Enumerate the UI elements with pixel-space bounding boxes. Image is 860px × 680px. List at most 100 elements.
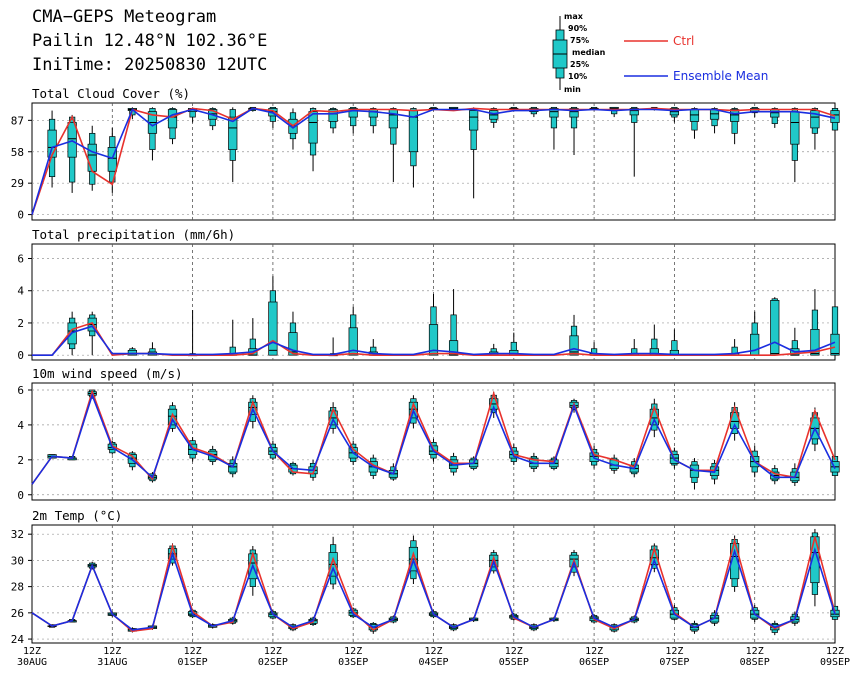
y-tick-label: 87 — [11, 114, 24, 127]
box-member — [328, 536, 338, 590]
box-member — [509, 332, 519, 356]
box-member — [770, 297, 780, 356]
legend-label-max: max — [564, 12, 583, 21]
y-tick-label: 2 — [17, 454, 24, 467]
box-member — [188, 310, 198, 357]
y-tick-label: 0 — [17, 349, 24, 362]
x-tick-hour: 12Z — [665, 646, 684, 657]
box-25-75 — [67, 122, 77, 158]
mean-series-line — [31, 107, 836, 215]
y-tick-label: 58 — [11, 146, 24, 159]
mean-series-line — [32, 325, 836, 356]
box-25-75 — [47, 129, 57, 158]
box-25-75 — [107, 147, 117, 172]
x-tick-date: 31AUG — [97, 657, 128, 668]
box-25-75 — [830, 333, 840, 356]
box-member — [87, 125, 97, 191]
box-member — [569, 106, 579, 155]
box-member — [288, 311, 298, 356]
x-tick-date: 04SEP — [418, 657, 449, 668]
y-tick-label: 0 — [17, 489, 24, 502]
legend-label-75: 75% — [570, 36, 590, 45]
y-tick-label: 6 — [17, 384, 24, 397]
box-25-75 — [308, 111, 318, 144]
x-tick-label: 12Z 08SEP — [725, 646, 785, 668]
box-25-75 — [790, 111, 800, 145]
box-member — [810, 289, 820, 356]
x-tick-date: 02SEP — [257, 657, 288, 668]
box-member — [810, 528, 820, 607]
x-tick-label: 12Z 31AUG — [82, 646, 142, 668]
box-member — [167, 107, 178, 145]
x-axis: 12Z 30AUG 12Z 31AUG 12Z 01SEP 12Z 02SEP 12Z 03SEP… — [0, 646, 860, 676]
precipitation-panel: 0 2 4 6 — [17, 243, 840, 362]
box-10-90 — [570, 106, 578, 129]
x-tick-hour: 12Z — [103, 646, 122, 657]
box-member — [730, 107, 740, 145]
y-tick-label: 0 — [17, 209, 24, 222]
box-25-75 — [750, 333, 760, 356]
box-member — [689, 458, 700, 490]
x-tick-label: 12Z 03SEP — [323, 646, 383, 668]
panel-title-cloud: Total Cloud Cover (%) — [32, 86, 191, 101]
y-tick-label: 4 — [17, 419, 24, 432]
box-25-75 — [569, 108, 579, 118]
box-member — [549, 106, 559, 150]
y-tick-label: 30 — [11, 554, 24, 567]
x-tick-date: 07SEP — [659, 657, 690, 668]
box-25-75 — [770, 300, 780, 356]
box-25-75 — [288, 332, 298, 356]
x-tick-hour: 12Z — [183, 646, 202, 657]
x-tick-date: 01SEP — [177, 657, 208, 668]
box-member — [810, 107, 820, 150]
box-member — [448, 289, 459, 356]
box-25-75 — [810, 329, 820, 356]
y-tick-label: 6 — [17, 253, 24, 266]
legend-box-icon — [552, 16, 568, 90]
panel-title-precip: Total precipitation (mm/6h) — [32, 227, 236, 242]
x-tick-hour: 12Z — [344, 646, 363, 657]
x-tick-date: 06SEP — [579, 657, 610, 668]
chart-svg-1: 0 2 4 6 — [17, 243, 840, 362]
box-member — [288, 108, 298, 150]
x-tick-label: 12Z 30AUG — [2, 646, 62, 668]
x-tick-hour: 12Z — [504, 646, 523, 657]
box-25-75 — [228, 116, 238, 150]
x-tick-hour: 12Z — [263, 646, 282, 657]
box-member — [629, 106, 639, 177]
chart-svg-3: 24 26 28 30 32 — [11, 524, 840, 646]
x-tick-hour: 12Z — [825, 646, 845, 657]
box-25-75 — [167, 408, 178, 426]
box-member — [268, 276, 278, 356]
box-25-75 — [87, 143, 97, 172]
box-member — [770, 107, 780, 128]
box-25-75 — [127, 349, 137, 356]
box-25-75 — [629, 108, 639, 116]
cloud-cover-panel: 0 29 58 87 — [11, 102, 840, 222]
x-tick-date: 05SEP — [498, 657, 529, 668]
box-member — [228, 319, 238, 356]
legend-ctrl-label: Ctrl — [673, 34, 695, 48]
legend-label-90: 90% — [568, 24, 588, 33]
x-tick-label: 12Z 02SEP — [243, 646, 303, 668]
x-tick-hour: 12Z — [22, 646, 42, 657]
x-tick-label: 12Z 09SEP — [805, 646, 860, 668]
legend-label-25: 25% — [570, 60, 590, 69]
legend: max 90% 75% median 25% 10% min Ctrl Ense… — [548, 8, 808, 96]
box-25-75 — [569, 335, 579, 356]
legend-label-10: 10% — [568, 72, 588, 81]
y-tick-label: 24 — [11, 633, 25, 646]
chart-svg-2: 0 2 4 6 — [17, 382, 840, 502]
x-tick-label: 12Z 07SEP — [644, 646, 704, 668]
box-25-75 — [167, 109, 178, 129]
box-25-75 — [388, 109, 398, 129]
box-25-75 — [348, 108, 358, 118]
box-25-75 — [328, 109, 338, 122]
x-tick-label: 12Z 05SEP — [484, 646, 544, 668]
wind-speed-panel: 0 2 4 6 — [17, 382, 840, 502]
y-tick-label: 28 — [11, 581, 24, 594]
x-tick-date: 08SEP — [739, 657, 770, 668]
box-member — [830, 451, 840, 481]
panel-title-wind: 10m wind speed (m/s) — [32, 366, 183, 381]
box-member — [649, 324, 659, 356]
